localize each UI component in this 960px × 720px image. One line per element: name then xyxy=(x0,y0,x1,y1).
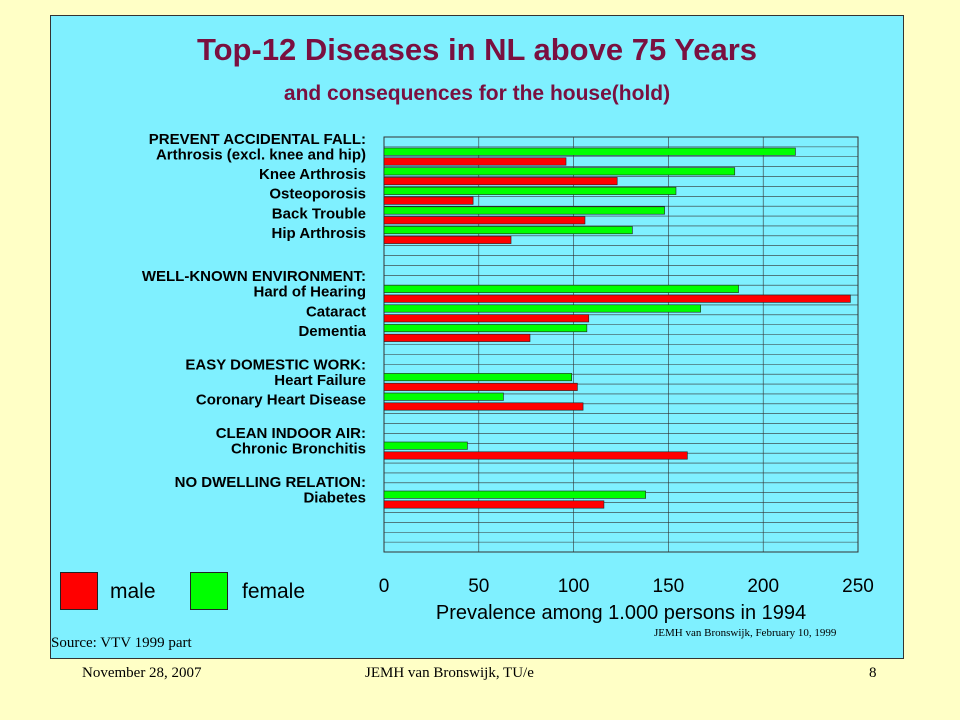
group-heading: EASY DOMESTIC WORK: xyxy=(185,356,366,373)
bar-female xyxy=(383,206,665,215)
bar-male xyxy=(383,196,474,205)
bar-male xyxy=(383,500,605,509)
x-tick-label: 50 xyxy=(468,576,489,597)
category-label: Knee Arthrosis xyxy=(259,166,366,183)
category-label: Heart Failure xyxy=(274,372,366,389)
bar-male xyxy=(383,177,618,186)
footer-page-number: 8 xyxy=(869,665,877,681)
category-label: Arthrosis (excl. knee and hip) xyxy=(156,147,366,164)
x-tick-label: 200 xyxy=(747,576,779,597)
category-label: Back Trouble xyxy=(272,205,366,222)
x-tick-label: 100 xyxy=(558,576,590,597)
category-label: Chronic Bronchitis xyxy=(231,441,366,458)
source-note: Source: VTV 1999 part xyxy=(51,635,192,651)
bar-female xyxy=(383,392,504,401)
group-heading: CLEAN INDOOR AIR: xyxy=(216,425,366,442)
bar-male xyxy=(383,382,578,391)
x-tick-label: 0 xyxy=(379,576,390,597)
bar-male xyxy=(383,294,851,303)
legend-label-male: male xyxy=(110,580,156,603)
x-tick-label: 150 xyxy=(653,576,685,597)
legend-swatch-male xyxy=(60,572,98,610)
footer-date: November 28, 2007 xyxy=(82,665,202,681)
bar-male xyxy=(383,157,567,166)
bar-female xyxy=(383,304,701,313)
bar-female xyxy=(383,490,646,499)
bar-chart: 0 50 100 150 200 250 Prevalence among 1.000 pe… xyxy=(142,131,874,624)
category-label: Dementia xyxy=(298,323,366,340)
group-heading: NO DWELLING RELATION: xyxy=(175,474,366,491)
credit-note: JEMH van Bronswijk, February 10, 1999 xyxy=(654,627,837,639)
bar-female xyxy=(383,373,573,382)
plot-frame xyxy=(383,136,859,553)
bar-male xyxy=(383,314,590,323)
legend-label-female: female xyxy=(242,580,306,603)
category-label: Hip Arthrosis xyxy=(272,225,366,242)
bar-male xyxy=(383,451,688,460)
category-label: Diabetes xyxy=(303,490,366,507)
category-label: Coronary Heart Disease xyxy=(196,392,366,409)
x-tick-label: 250 xyxy=(842,576,874,597)
chart-title: Top-12 Diseases in NL above 75 Years xyxy=(196,32,757,67)
bar-male xyxy=(383,333,531,342)
category-label: Cataract xyxy=(306,303,366,320)
bar-female xyxy=(383,324,588,333)
bar-male xyxy=(383,235,512,244)
bar-male xyxy=(383,216,586,225)
bar-female xyxy=(383,284,739,293)
bar-female xyxy=(383,186,677,195)
x-axis-label: Prevalence among 1.000 persons in 1994 xyxy=(436,602,806,624)
bar-female xyxy=(383,441,468,450)
bar-female xyxy=(383,167,736,176)
category-label: Osteoporosis xyxy=(269,186,366,203)
bar-male xyxy=(383,402,584,411)
group-heading: PREVENT ACCIDENTAL FALL: xyxy=(149,131,366,148)
legend-swatch-female xyxy=(190,572,228,610)
bar-female xyxy=(383,147,796,156)
bar-female xyxy=(383,226,633,235)
group-heading: WELL-KNOWN ENVIRONMENT: xyxy=(142,268,366,285)
chart-panel: Top-12 Diseases in NL above 75 Years and… xyxy=(50,15,904,659)
chart-subtitle: and consequences for the house(hold) xyxy=(283,82,671,105)
footer-author: JEMH van Bronswijk, TU/e xyxy=(365,665,534,681)
category-label: Hard of Hearing xyxy=(253,284,366,301)
